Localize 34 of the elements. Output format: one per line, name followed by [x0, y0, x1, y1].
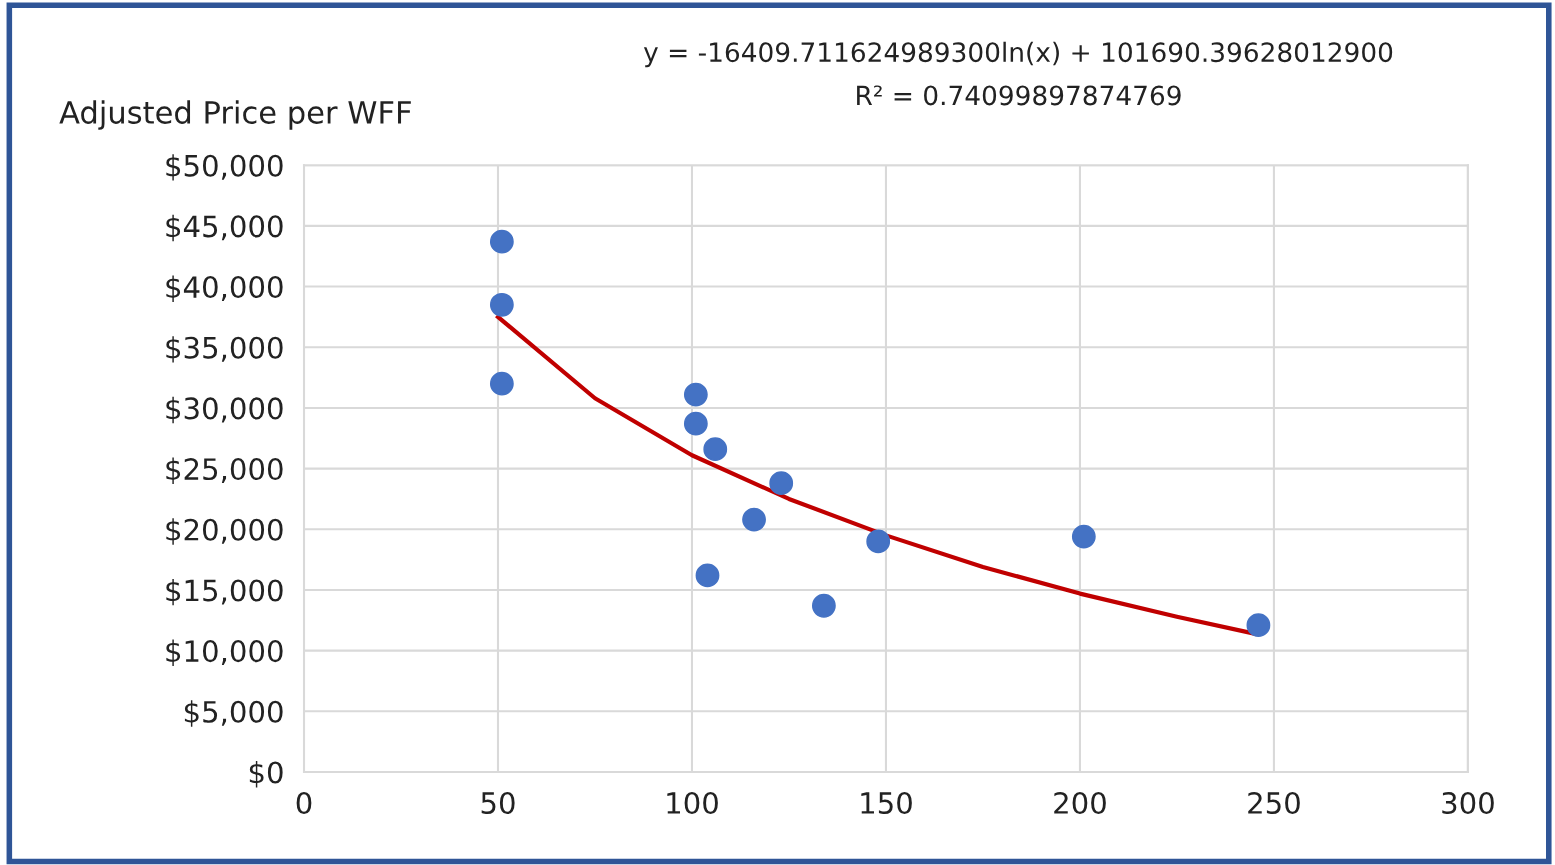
- x-tick-label: 50: [481, 791, 515, 815]
- x-tick-label: 0: [296, 791, 312, 815]
- x-tick-label: 150: [861, 791, 912, 815]
- point: [489, 292, 514, 317]
- y-tick-label: $40,000: [166, 275, 283, 302]
- point: [703, 437, 728, 462]
- y-tick-label: $0: [249, 760, 283, 788]
- point: [489, 229, 514, 254]
- y-axis-title: Adjusted Price per WFF: [59, 100, 411, 130]
- point: [489, 371, 514, 396]
- x-tick-label: 100: [667, 791, 718, 815]
- point: [769, 471, 794, 496]
- y-tick-label: $10,000: [166, 639, 283, 667]
- point: [683, 411, 708, 436]
- point: [811, 593, 836, 618]
- text: R² = 0.74099897874769: [857, 85, 1181, 106]
- x-tick-label: 250: [1248, 791, 1300, 815]
- point: [866, 529, 891, 554]
- point: [695, 563, 720, 588]
- y-tick-label: $45,000: [166, 214, 283, 242]
- x-tick-label: 200: [1054, 791, 1106, 815]
- point: [1071, 524, 1096, 549]
- point: [683, 382, 708, 407]
- point: [742, 507, 766, 532]
- point: [1246, 613, 1271, 638]
- y-tick-label: $25,000: [166, 457, 283, 484]
- y-tick-label: $50,000: [166, 154, 283, 181]
- y-tick-label: $30,000: [166, 396, 283, 424]
- y-tick-label: $35,000: [166, 336, 283, 363]
- y-tick-label: $15,000: [166, 578, 283, 606]
- text: y = -16409.711624989300ln(x) + 101690.39628012900: [643, 41, 1393, 68]
- y-tick-label: $5,000: [184, 700, 283, 727]
- y-tick-label: $20,000: [166, 518, 283, 545]
- x-tick-label: 300: [1442, 791, 1494, 815]
